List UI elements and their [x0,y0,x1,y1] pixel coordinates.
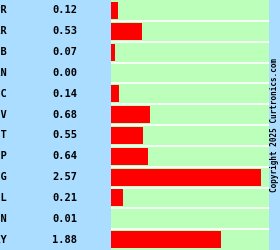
Text: FEB: FEB [0,47,7,57]
Text: Copyright 2025 Curtronics.com: Copyright 2025 Curtronics.com [270,58,279,192]
Text: DEC: DEC [0,89,7,99]
Text: 0.14: 0.14 [52,89,77,99]
Text: 0.21: 0.21 [52,193,77,203]
Text: SEP: SEP [0,151,7,161]
Text: MAY: MAY [0,234,7,244]
Text: 2.57: 2.57 [52,172,77,182]
Bar [111,23,142,40]
Text: NOV: NOV [0,110,7,120]
Text: JUL: JUL [0,193,7,203]
Text: 0.64: 0.64 [52,151,77,161]
Bar [111,85,119,102]
Text: 0.53: 0.53 [52,26,77,36]
Text: JUN: JUN [0,214,7,224]
Text: 0.55: 0.55 [52,130,77,140]
Bar [111,168,261,186]
Text: 0.00: 0.00 [52,68,77,78]
Bar [111,2,118,19]
Bar [111,106,150,123]
Text: 1.88: 1.88 [52,234,77,244]
Text: APR: APR [0,6,7,16]
Text: AUG: AUG [0,172,7,182]
Text: 0.12: 0.12 [52,6,77,16]
Bar [111,148,148,165]
Bar [111,190,123,206]
Text: 0.68: 0.68 [52,110,77,120]
Text: JAN: JAN [0,68,7,78]
Bar [111,44,115,61]
Text: 0.01: 0.01 [52,214,77,224]
Text: OCT: OCT [0,130,7,140]
Bar [111,127,143,144]
Bar [111,231,221,248]
Text: MAR: MAR [0,26,7,36]
Text: 0.07: 0.07 [52,47,77,57]
